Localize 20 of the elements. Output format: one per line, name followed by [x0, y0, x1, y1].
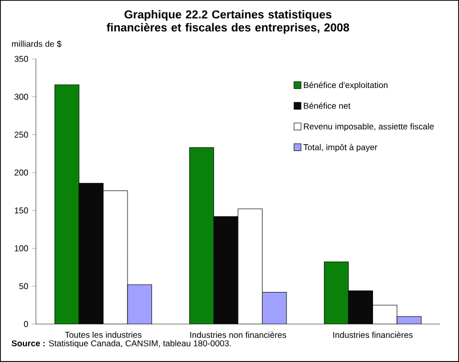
y-axis-title: milliards de $ [12, 40, 62, 48]
y-tick-label: 250 [14, 132, 28, 138]
text: Source : Statistique Canada, CANSIM, tableau 180-0003. [12, 340, 231, 348]
y-tick-label: 100 [14, 245, 28, 252]
y-tick-label: 350 [14, 56, 28, 62]
legend-label: Bénéfice d'exploitation [304, 82, 388, 90]
y-tick-label: 150 [14, 207, 28, 214]
y-tick-label: 200 [14, 170, 28, 176]
x-tick-label: Industries financières [333, 332, 413, 338]
bar [262, 292, 287, 324]
x-tick-label: Toutes les industries [64, 332, 142, 338]
y-tick-label: 50 [19, 283, 28, 290]
y-tick-label: 0 [24, 321, 28, 328]
chart-title: Graphique 22.2 Certaines statistiques financières et fiscales des entreprises, 2008 [106, 10, 350, 34]
legend-label: Revenu imposable, assiette fiscale [304, 123, 434, 132]
legend-label: Total, impôt à payer [303, 144, 378, 152]
legend-label: Bénéfice net [304, 102, 350, 109]
bar [128, 284, 152, 324]
x-tick-label: Industries non financières [190, 332, 286, 338]
y-tick-label: 300 [14, 94, 28, 100]
